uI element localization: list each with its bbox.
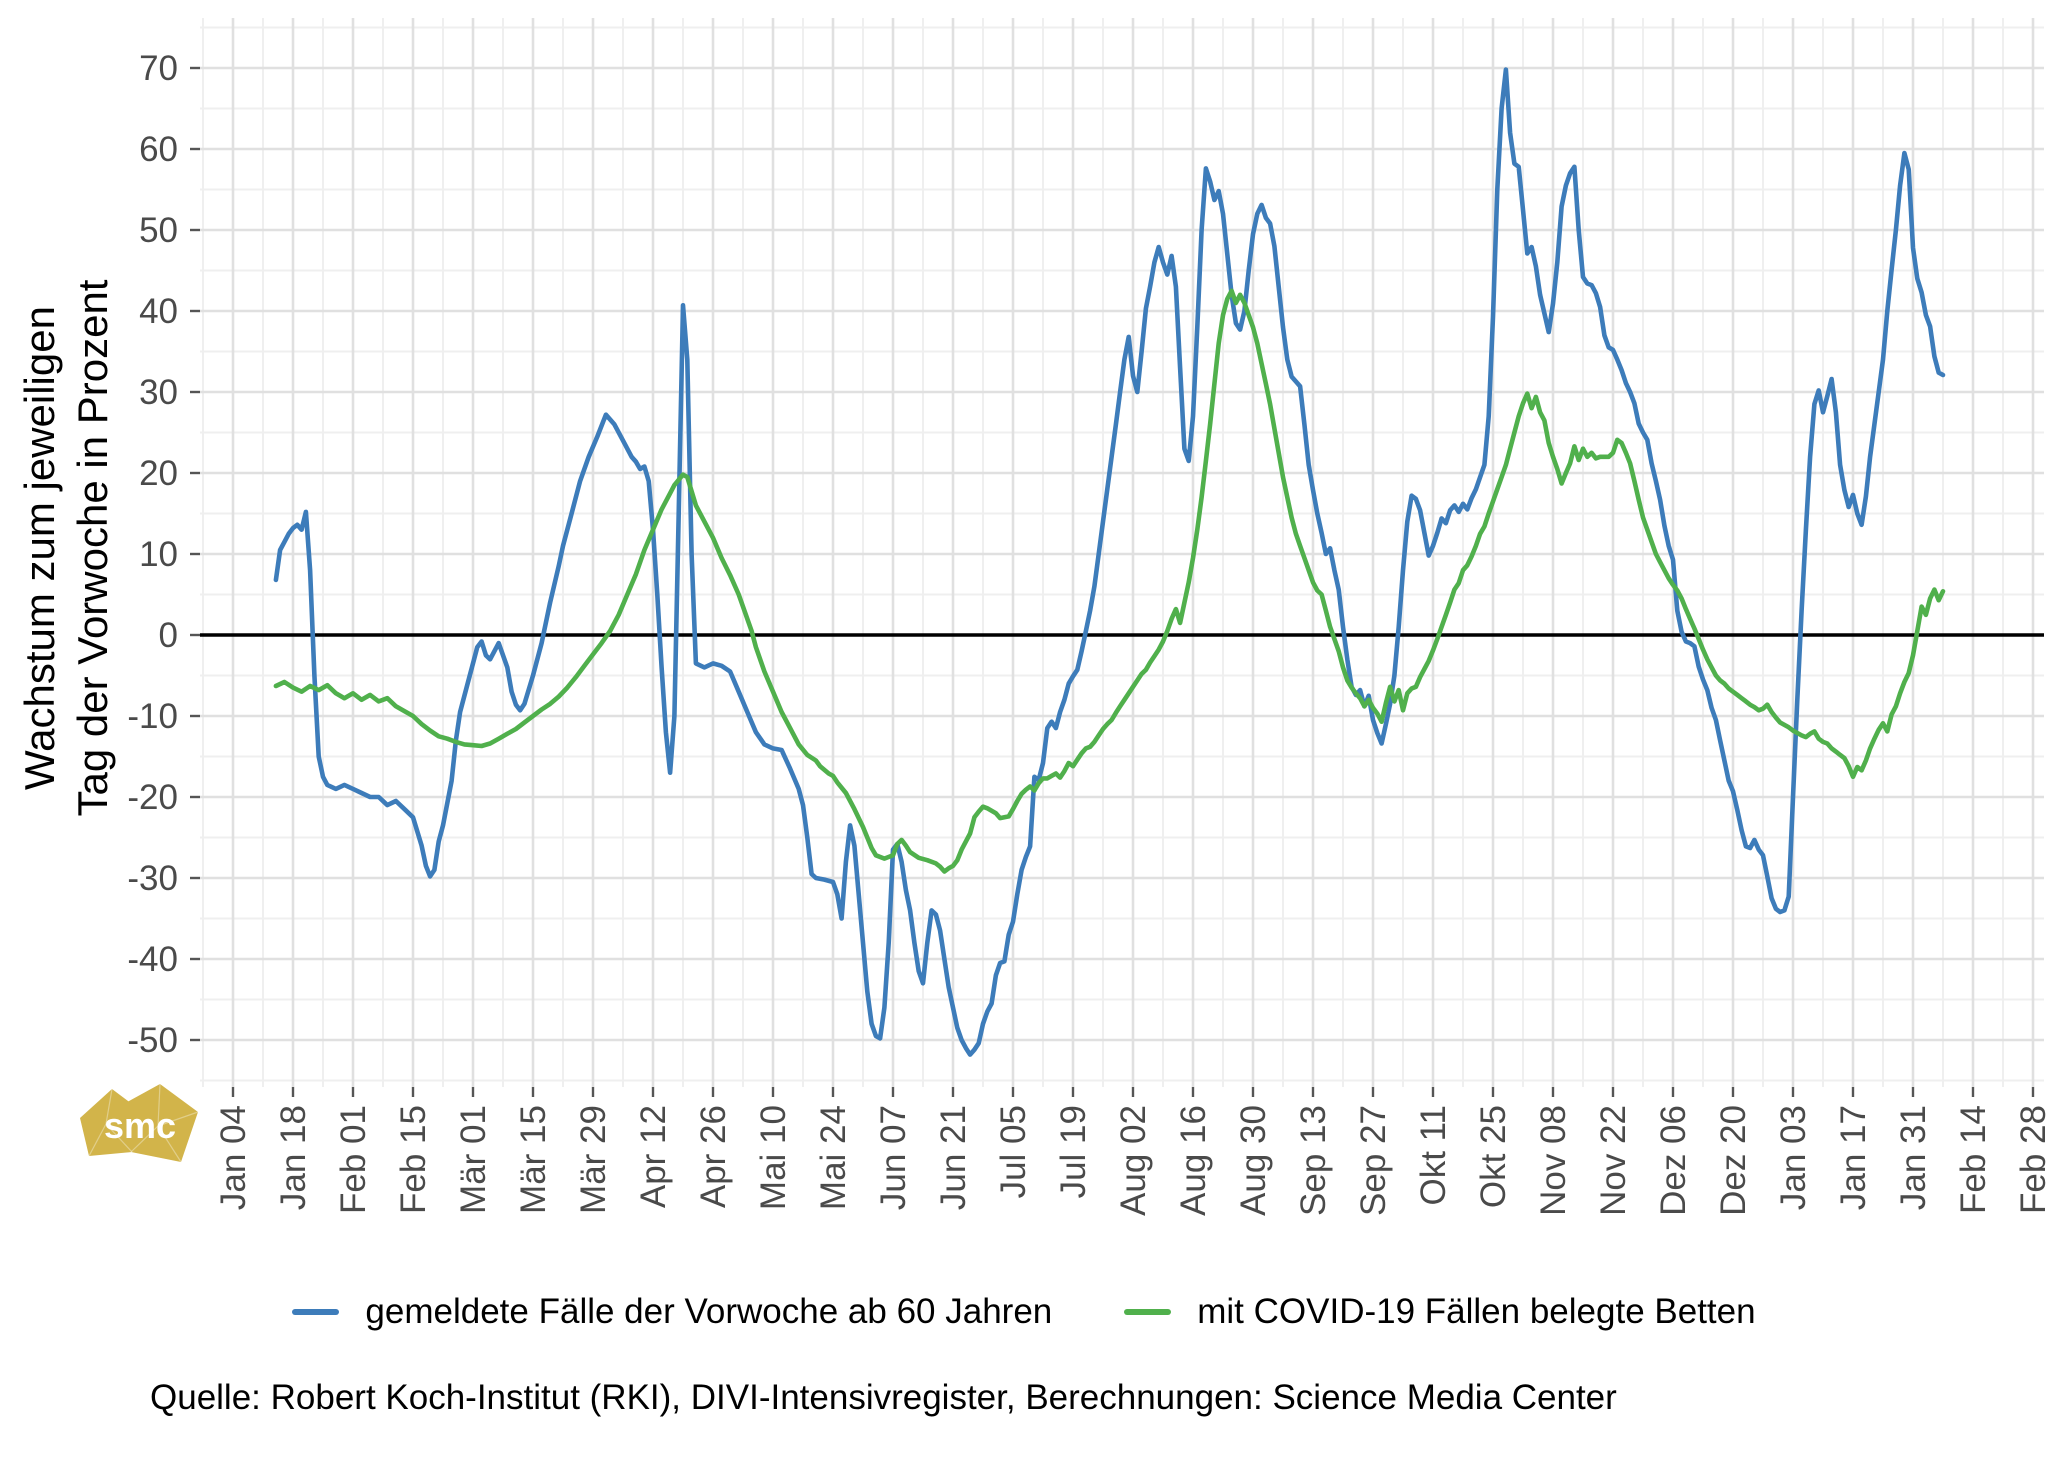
x-tick-label: Dez 06: [1654, 1105, 1693, 1216]
x-tick-label: Aug 16: [1174, 1105, 1213, 1216]
x-tick-label: Feb 14: [1954, 1105, 1993, 1214]
y-tick-label: -30: [127, 859, 178, 898]
x-tick-labels: Jan 04 Jan 18 Feb 01 Feb 15 Mär 01 Mär 15 Mär …: [214, 1105, 2048, 1216]
x-tick-label: Feb 28: [2014, 1105, 2048, 1214]
x-tick-label: Sep 13: [1294, 1105, 1333, 1216]
x-tick-label: Nov 08: [1534, 1105, 1573, 1216]
x-tick-label: Aug 02: [1114, 1105, 1153, 1216]
legend-item-beds: mit COVID-19 Fällen belegte Betten: [1124, 1292, 1756, 1332]
x-tick-label: Okt 25: [1474, 1105, 1513, 1208]
x-tick-label: Mär 01: [454, 1105, 493, 1214]
x-tick-label: Mai 24: [814, 1105, 853, 1210]
y-tick-labels: 70 60 50 40 30 20 10 0 -10 -20 -30 -40 -50: [127, 49, 178, 1060]
y-tick-label: 0: [159, 616, 178, 655]
x-tick-label: Jan 04: [214, 1105, 253, 1210]
x-tick-label: Dez 20: [1714, 1105, 1753, 1216]
x-tick-label: Feb 15: [394, 1105, 433, 1214]
logo-text: smc: [104, 1105, 176, 1146]
source-note: Quelle: Robert Koch-Institut (RKI), DIVI…: [150, 1378, 1617, 1417]
x-tick-label: Feb 01: [334, 1105, 373, 1214]
y-tick-label: -50: [127, 1021, 178, 1060]
y-tick-label: 10: [139, 535, 178, 574]
y-axis-title-line2: Tag der Vorwoche in Prozent: [68, 279, 116, 817]
x-tick-label: Sep 27: [1354, 1105, 1393, 1216]
series-line-cases: [273, 67, 1946, 1057]
gridlines-major: [200, 18, 2044, 1087]
logo-facet-lines: [88, 1083, 199, 1163]
x-tick-label: Aug 30: [1234, 1105, 1273, 1216]
series-line-beds: [273, 288, 1946, 874]
x-tick-label: Jan 17: [1834, 1105, 1873, 1210]
chart-legend: gemeldete Fälle der Vorwoche ab 60 Jahre…: [0, 1292, 2048, 1332]
legend-item-cases: gemeldete Fälle der Vorwoche ab 60 Jahre…: [292, 1292, 1052, 1332]
y-tick-label: 40: [139, 292, 178, 331]
x-tick-label: Nov 22: [1594, 1105, 1633, 1216]
x-tick-label: Jun 07: [874, 1105, 913, 1210]
y-axis-title: Wachstum zum jeweiligen Tag der Vorwoche…: [14, 48, 126, 1048]
y-tick-label: 70: [139, 49, 178, 88]
x-tick-label: Jun 21: [934, 1105, 973, 1210]
x-tick-label: Mär 29: [574, 1105, 613, 1214]
axis-tick-marks: [190, 66, 2035, 1097]
x-tick-label: Jan 03: [1774, 1105, 1813, 1210]
y-tick-label: 20: [139, 454, 178, 493]
legend-swatch-beds: [1124, 1309, 1172, 1315]
x-tick-label: Apr 12: [634, 1105, 673, 1208]
smc-logo: smc: [80, 1083, 199, 1163]
y-tick-label: -20: [127, 778, 178, 817]
x-tick-label: Okt 11: [1414, 1105, 1453, 1206]
legend-swatch-cases: [292, 1309, 340, 1315]
y-tick-label: 30: [139, 373, 178, 412]
y-tick-label: -40: [127, 940, 178, 979]
y-axis-title-line1: Wachstum zum jeweiligen: [16, 306, 63, 790]
legend-label-beds: mit COVID-19 Fällen belegte Betten: [1197, 1292, 1756, 1331]
logo-polygon-right: [120, 1084, 198, 1162]
y-tick-label: -10: [127, 697, 178, 736]
x-tick-label: Apr 26: [694, 1105, 733, 1208]
legend-label-cases: gemeldete Fälle der Vorwoche ab 60 Jahre…: [365, 1292, 1053, 1331]
y-tick-label: 50: [139, 211, 178, 250]
x-tick-label: Mär 15: [514, 1105, 553, 1214]
y-tick-label: 60: [139, 130, 178, 169]
x-tick-label: Jan 18: [274, 1105, 313, 1210]
x-tick-label: Jul 19: [1054, 1105, 1093, 1198]
gridlines-minor: [200, 18, 2044, 1087]
x-tick-label: Mai 10: [754, 1105, 793, 1210]
x-tick-label: Jan 31: [1894, 1105, 1933, 1210]
x-tick-label: Jul 05: [994, 1105, 1033, 1198]
